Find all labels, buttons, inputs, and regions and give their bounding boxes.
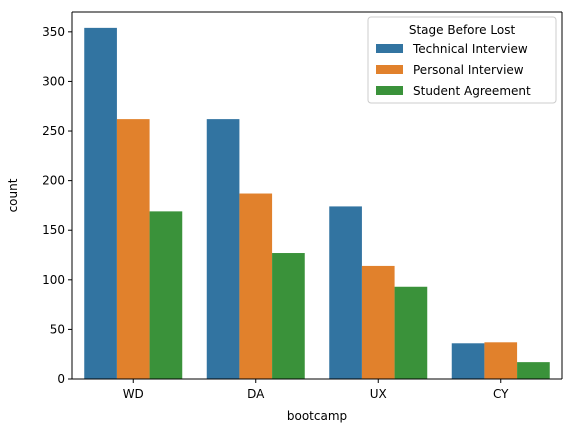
x-tick-label-wd: WD xyxy=(123,387,144,401)
legend-swatch-3 xyxy=(376,86,403,95)
x-tick-label-da: DA xyxy=(247,387,265,401)
x-tick-label-ux: UX xyxy=(370,387,387,401)
legend-label-2: Personal Interview xyxy=(413,63,524,77)
axes-layer: 0 50 100 150 200 250 300 350 WD DA UX CY xyxy=(42,11,563,401)
bar-wd-3 xyxy=(149,211,183,379)
bar-cy-1 xyxy=(451,343,485,379)
legend-label-3: Student Agreement xyxy=(413,84,531,98)
legend-title: Stage Before Lost xyxy=(409,23,516,37)
bars-layer xyxy=(84,27,550,380)
bar-da-1 xyxy=(206,119,240,380)
y-tick-label: 200 xyxy=(42,174,65,188)
legend-swatch-2 xyxy=(376,65,403,74)
x-axis-label: bootcamp xyxy=(287,409,347,423)
legend-label-1: Technical Interview xyxy=(412,42,528,56)
bar-wd-1 xyxy=(84,27,117,380)
legend-swatch-1 xyxy=(376,44,403,53)
y-axis-label: count xyxy=(6,178,20,212)
bar-da-2 xyxy=(239,193,273,379)
y-tick-label: 350 xyxy=(42,25,65,39)
y-tick-label: 100 xyxy=(42,273,65,287)
y-tick-label: 50 xyxy=(50,322,65,336)
bar-ux-3 xyxy=(394,286,428,379)
x-tick-label-cy: CY xyxy=(493,387,509,401)
y-tick-label: 250 xyxy=(42,124,65,138)
legend: Stage Before Lost Technical Interview Per… xyxy=(367,16,557,104)
bar-wd-2 xyxy=(116,119,150,380)
bar-cy-2 xyxy=(484,342,518,379)
legend-items: Technical Interview Personal Interview Stu… xyxy=(376,42,531,98)
bar-ux-2 xyxy=(361,265,395,379)
bar-ux-1 xyxy=(329,206,362,379)
bar-cy-3 xyxy=(517,362,550,379)
legend-frame xyxy=(367,16,557,104)
bar-da-3 xyxy=(272,253,305,379)
y-tick-label: 0 xyxy=(57,372,65,386)
y-tick-label: 150 xyxy=(42,223,65,237)
y-tick-label: 300 xyxy=(42,74,65,88)
